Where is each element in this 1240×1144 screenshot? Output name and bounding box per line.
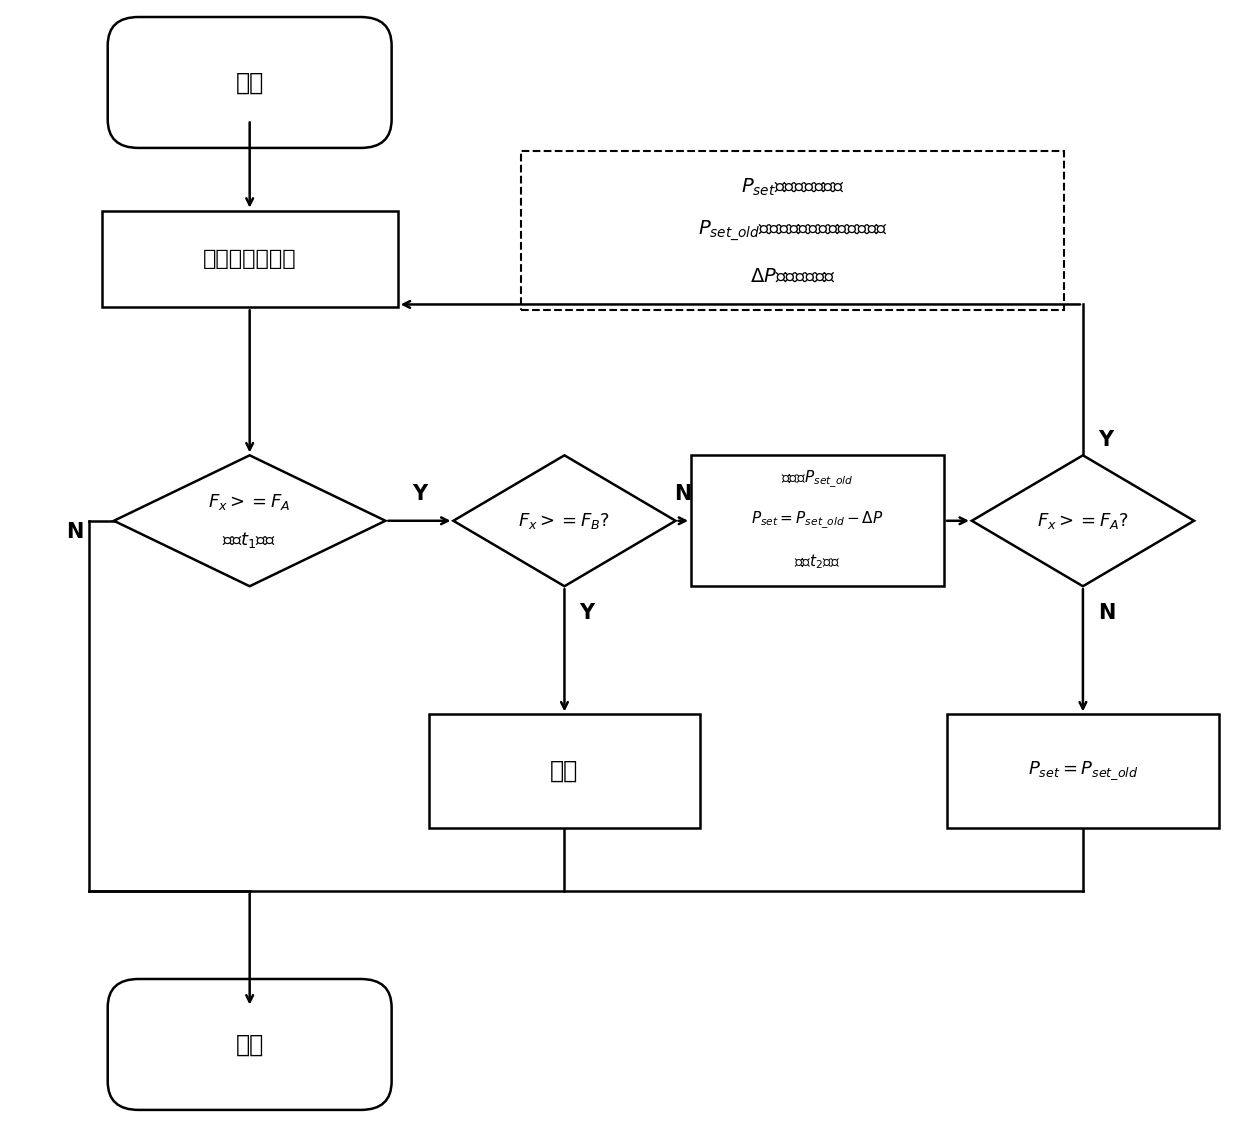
FancyBboxPatch shape [108,17,392,148]
Text: 记录下$P_{set\_old}$: 记录下$P_{set\_old}$ [781,469,853,491]
Text: N: N [675,484,692,503]
Text: Y: Y [412,484,427,503]
Text: 开始: 开始 [236,71,264,95]
Polygon shape [972,455,1194,586]
Bar [429,714,701,828]
Text: $P_{set}=P_{set\_old}$: $P_{set}=P_{set\_old}$ [1028,760,1138,782]
Bar [947,714,1219,828]
Text: 保持$t_2$时间: 保持$t_2$时间 [795,553,841,571]
Bar [102,210,398,308]
Text: $P_{set\_old}$为第一次循环时功率设定值；: $P_{set\_old}$为第一次循环时功率设定值； [698,219,888,243]
Text: Y: Y [1097,430,1112,450]
Text: $\Delta P$为功率衰减值: $\Delta P$为功率衰减值 [750,267,836,286]
Text: $F_x>=F_A$?: $F_x>=F_A$? [1037,510,1130,531]
Text: $F_x>=F_B$?: $F_x>=F_B$? [518,510,610,531]
Text: $F_x>=F_A$: $F_x>=F_A$ [208,492,291,513]
Text: $P_{set}$为功率设定值；: $P_{set}$为功率设定值； [742,176,844,198]
Text: 停机: 停机 [551,760,579,784]
Bar [691,455,944,586]
Bar [521,151,1064,310]
Text: N: N [1097,603,1115,623]
Text: $P_{set}=P_{set\_old}-\Delta P$: $P_{set}=P_{set\_old}-\Delta P$ [751,510,884,531]
Polygon shape [114,455,386,586]
FancyBboxPatch shape [108,979,392,1110]
Text: Y: Y [579,603,594,623]
Polygon shape [454,455,676,586]
Text: 数据采集及转换: 数据采集及转换 [203,249,296,269]
Text: N: N [66,522,83,542]
Text: 保持$t_1$时间: 保持$t_1$时间 [222,531,277,550]
Text: 结束: 结束 [236,1032,264,1056]
